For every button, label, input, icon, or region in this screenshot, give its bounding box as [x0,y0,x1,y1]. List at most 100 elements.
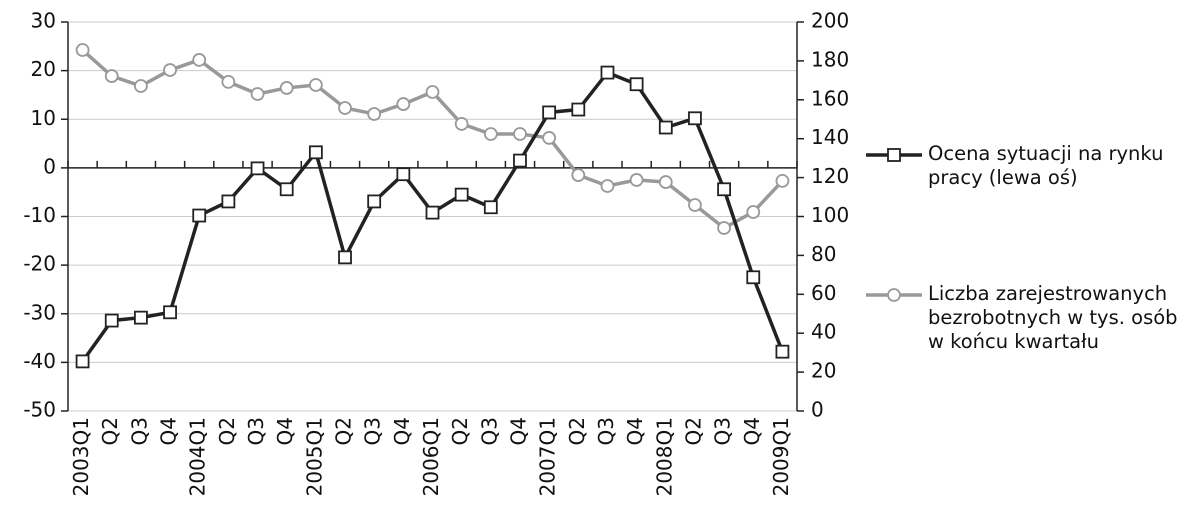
x-tick-label: Q2 [215,417,239,445]
x-tick-label: 2004Q1 [186,417,210,496]
marker [483,200,498,215]
marker [513,127,527,141]
x-tick-label: Q4 [623,417,647,445]
y2-tick-label: 200 [811,9,849,33]
y-tick-label: -10 [23,203,56,227]
legend-marker [887,288,901,302]
marker [571,168,586,182]
x-tick-label: 2006Q1 [419,417,443,496]
marker [396,167,411,182]
x-tick-label: Q4 [273,417,297,445]
marker [454,187,469,202]
marker [279,81,294,95]
y-tick-label: -30 [23,300,56,324]
x-tick-label: 2003Q1 [69,417,93,496]
y2-tick-label: 100 [811,203,849,227]
x-tick-label: Q2 [681,417,705,445]
x-tick-label: Q4 [506,417,530,445]
x-tick-label: Q4 [157,417,181,445]
marker [192,208,207,223]
x-tick-label: 2005Q1 [302,417,326,496]
x-tick-label: Q3 [244,417,268,445]
y2-tick-label: 140 [811,125,849,149]
y2-tick-label: 80 [811,242,836,266]
marker [746,205,761,219]
marker [133,79,148,93]
y2-tick-label: 180 [811,47,849,71]
marker [221,194,236,209]
marker [600,179,615,193]
y2-tick-label: 60 [811,281,836,305]
marker [192,53,207,67]
marker [250,161,265,176]
marker [483,127,498,141]
y-tick-label: 0 [43,154,56,178]
x-tick-label: Q2 [565,417,589,445]
marker [367,107,382,121]
x-tick-label: Q3 [361,417,385,445]
y-tick-label: 10 [31,106,56,130]
marker [104,69,119,83]
x-tick-label: 2007Q1 [536,417,560,496]
marker [688,198,702,212]
y2-tick-label: 20 [811,359,836,383]
marker [425,85,440,99]
marker [338,101,352,115]
y-tick-label: -20 [23,252,56,276]
marker [396,97,411,111]
y2-tick-label: 40 [811,320,836,344]
marker [75,354,90,369]
marker [717,221,731,235]
marker [425,205,440,220]
marker [367,194,382,209]
marker [542,105,557,120]
x-tick-label: Q2 [332,417,356,445]
marker [775,344,790,359]
marker [629,173,644,187]
marker [775,174,790,188]
y2-tick-label: 160 [811,86,849,110]
marker [279,182,294,197]
x-tick-label: Q4 [740,417,764,445]
y-tick-label: 20 [31,57,56,81]
y-tick-label: -40 [23,349,56,373]
x-tick-label: Q3 [477,417,501,445]
marker [717,182,731,197]
marker [600,65,615,80]
marker [163,63,177,77]
series-line [81,48,784,231]
y2-tick-label: 0 [811,398,824,422]
marker [250,87,265,101]
legend-marker [887,148,901,162]
marker [338,250,352,265]
marker [629,77,644,92]
marker [454,117,469,131]
marker [75,43,90,57]
x-tick-label: Q3 [711,417,735,445]
x-tick-label: Q2 [448,417,472,445]
marker [104,313,119,328]
marker [658,120,673,135]
x-tick-label: Q3 [594,417,618,445]
marker [571,102,586,117]
y-tick-label: -50 [23,398,56,422]
y-tick-label: 30 [31,9,56,33]
marker [658,175,673,189]
x-tick-label: 2009Q1 [769,417,793,496]
marker [308,78,323,92]
x-tick-label: Q3 [127,417,151,445]
y2-tick-label: 120 [811,164,849,188]
legend-label: Ocena sytuacji na rynku pracy (lewa oś) [928,142,1164,189]
marker [542,131,557,145]
legend-label: Liczba zarejestrowanych bezrobotnych w t… [928,282,1178,353]
marker [133,310,148,325]
marker [513,153,527,168]
marker [688,111,702,126]
marker [746,270,761,285]
marker [163,305,177,320]
marker [221,75,236,89]
marker [308,145,323,160]
x-tick-label: 2008Q1 [652,417,676,496]
